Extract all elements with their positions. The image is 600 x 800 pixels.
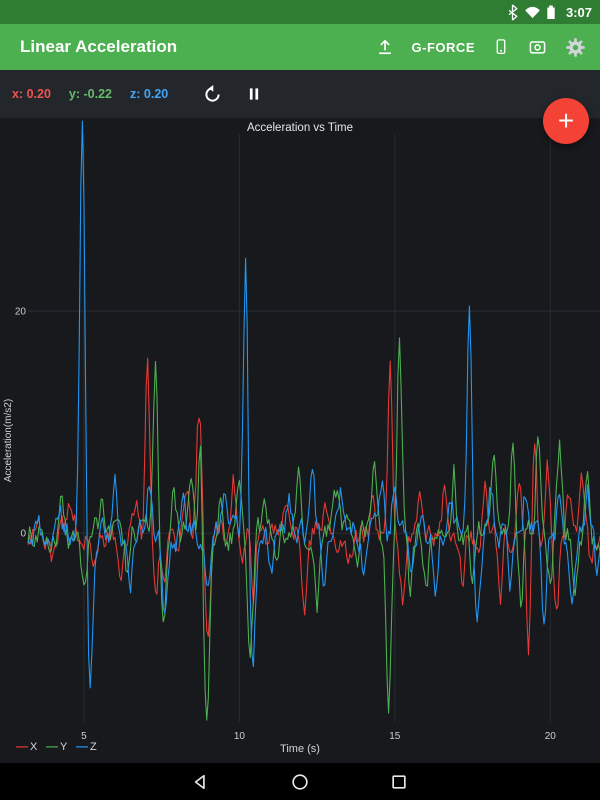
record-icon xyxy=(529,41,546,54)
plus-icon: + xyxy=(557,105,575,136)
series-line-y xyxy=(27,337,600,721)
phone-icon xyxy=(496,39,506,55)
legend-label-y: Y xyxy=(60,741,68,753)
record-button[interactable] xyxy=(527,37,548,57)
app-bar: Linear Acceleration G-FORCE xyxy=(0,24,600,70)
pause-icon xyxy=(250,88,259,100)
device-sensor-button[interactable] xyxy=(492,37,510,57)
y-axis: Acceleration(m/s2) xyxy=(0,118,17,763)
bluetooth-icon xyxy=(508,3,518,21)
navigation-bar xyxy=(0,763,600,800)
chart-title: Acceleration vs Time xyxy=(246,122,354,134)
status-clock: 3:07 xyxy=(565,4,592,20)
recents-icon xyxy=(392,774,406,789)
battery-icon xyxy=(547,5,555,19)
app-bar-actions: G-FORCE xyxy=(375,37,586,58)
g-force-mode-button[interactable]: G-FORCE xyxy=(411,39,475,55)
legend-swatch-z: — xyxy=(76,739,88,753)
z-axis-readout: z: 0.20 xyxy=(130,87,169,101)
x-axis-tick: 20 xyxy=(545,731,557,742)
x-axis-tick: 15 xyxy=(389,731,401,742)
nav-back-button[interactable] xyxy=(191,772,211,792)
upload-icon xyxy=(378,39,391,55)
wifi-icon xyxy=(525,6,540,18)
y-axis-readout: y: -0.22 xyxy=(68,87,113,101)
x-axis-label: Time (s) xyxy=(280,743,320,755)
pause-button[interactable] xyxy=(245,84,263,104)
legend-label-x: X xyxy=(30,741,38,753)
nav-recents-button[interactable] xyxy=(389,772,409,792)
y-axis-tick: 0 xyxy=(20,529,26,540)
x-axis-tick: 10 xyxy=(234,731,246,742)
legend-swatch-y: — xyxy=(46,739,58,753)
sensor-toolbar: x: 0.20 y: -0.22 z: 0.20 xyxy=(0,70,600,118)
settings-gear-icon xyxy=(566,37,585,57)
reset-button[interactable] xyxy=(202,84,223,105)
upload-button[interactable] xyxy=(375,37,395,57)
series-line-x xyxy=(27,357,600,656)
status-bar: 3:07 xyxy=(0,0,600,24)
page-title: Linear Acceleration xyxy=(20,37,178,56)
x-axis-tick: 5 xyxy=(81,731,87,742)
sensor-toolbar-actions xyxy=(202,84,263,105)
legend-label-z: Z xyxy=(90,741,97,753)
x-axis-readout: x: 0.20 xyxy=(12,87,51,101)
nav-home-button[interactable] xyxy=(290,772,310,792)
back-icon xyxy=(194,774,205,789)
y-axis-label: Acceleration(m/s2) xyxy=(3,398,15,483)
y-axis-tick: 20 xyxy=(15,307,27,318)
legend-swatch-x: — xyxy=(16,739,28,753)
reset-refresh-icon xyxy=(205,84,220,102)
add-fab-button[interactable]: + xyxy=(543,98,589,144)
series-line-z xyxy=(27,120,600,689)
settings-button[interactable] xyxy=(565,37,586,58)
chart-area: 5 10 15 20 0 20— X — Y — Z Acceleration vs Time Ac… xyxy=(0,118,600,763)
home-icon xyxy=(292,773,308,790)
